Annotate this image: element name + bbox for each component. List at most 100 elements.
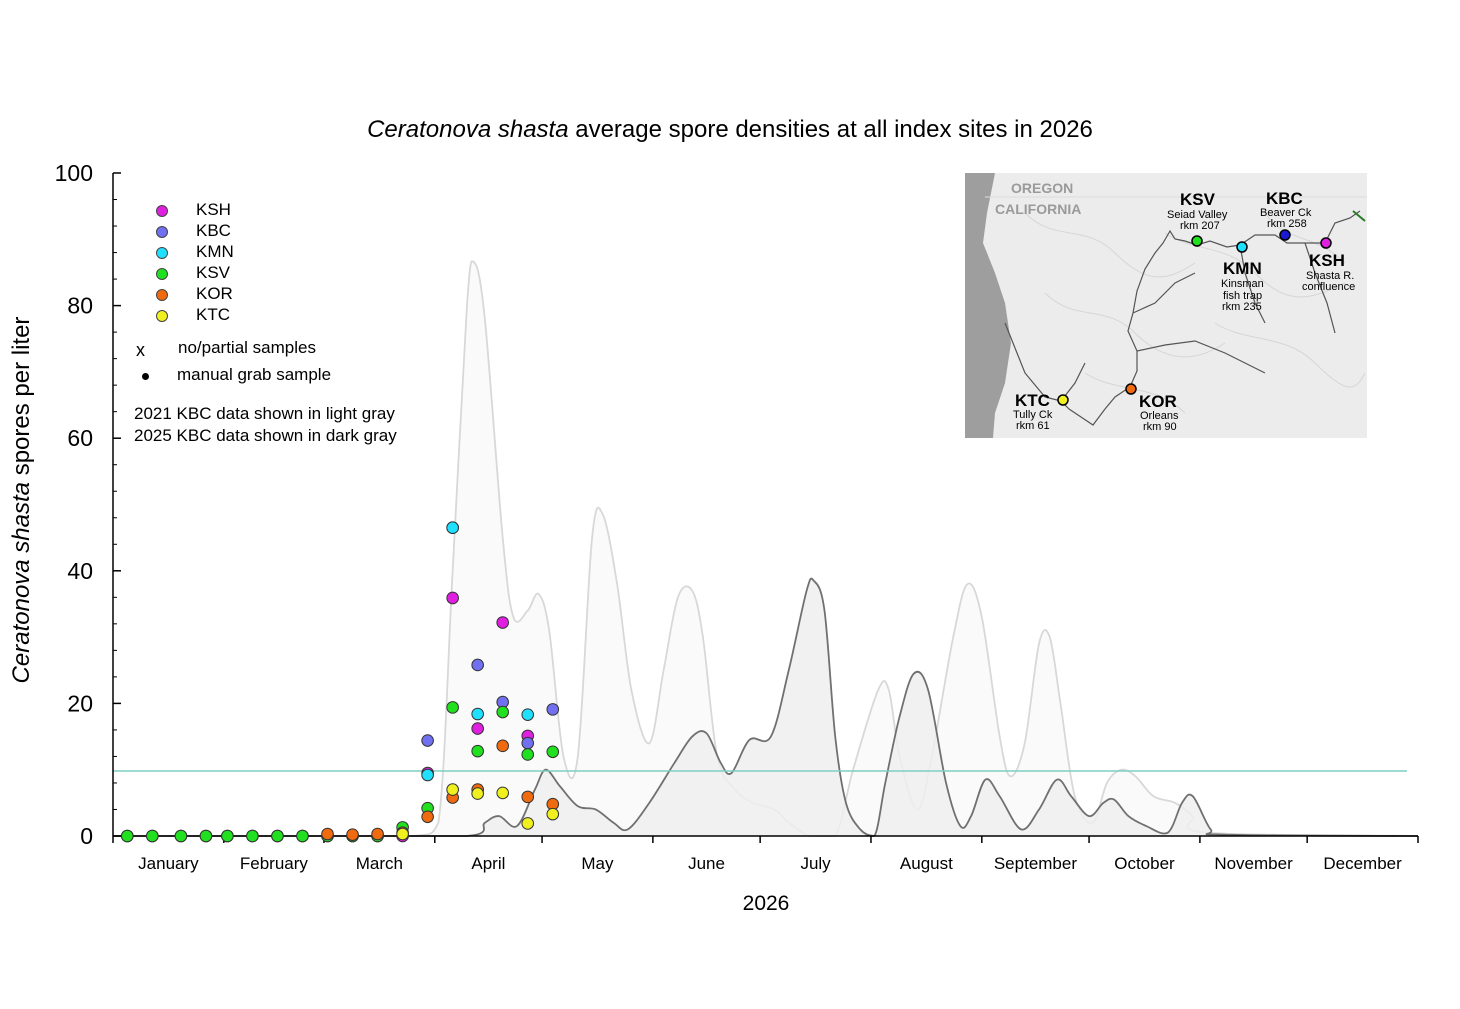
x-tick-label: August	[900, 854, 953, 873]
map-ktc-code: KTC	[1015, 391, 1050, 410]
point-kbc	[471, 658, 484, 672]
point-ksv	[496, 705, 510, 719]
point-kmn	[446, 521, 459, 535]
line-2025-kbc	[113, 577, 1419, 837]
point-ktc	[521, 817, 535, 830]
point-ksv	[271, 829, 284, 843]
point-ksv	[296, 829, 309, 843]
point-ktc	[471, 787, 484, 800]
y-tick-label: 20	[67, 690, 93, 716]
legend-marker-ksh	[156, 205, 168, 217]
x-tick-label: November	[1214, 854, 1293, 873]
map-ocean	[965, 173, 1011, 438]
x-tick-label: March	[356, 854, 403, 873]
point-ksv	[121, 829, 134, 843]
legend-marker-ktc	[156, 310, 168, 322]
map-land	[965, 173, 1367, 438]
map-rivers	[1004, 210, 1361, 426]
point-ksv	[221, 829, 234, 843]
point-kbc	[421, 734, 434, 747]
point-ksh	[446, 591, 459, 605]
map-ktc-name: Tully Ck	[1013, 409, 1053, 421]
y-tick-label: 0	[80, 823, 93, 849]
map-marker-ksv	[1191, 235, 1203, 247]
map-label-california: CALIFORNIA	[995, 201, 1081, 217]
x-tick-label: October	[1114, 854, 1175, 873]
map-marker-ksh	[1320, 237, 1332, 249]
point-ktc	[446, 783, 459, 796]
legend-label-kmn: KMN	[196, 242, 234, 261]
map-ksv-code: KSV	[1180, 190, 1216, 209]
x-tick-label: December	[1323, 854, 1402, 873]
x-tick-label: June	[688, 854, 725, 873]
legend-label-ksh: KSH	[196, 200, 231, 219]
y-tick-label: 100	[55, 160, 93, 186]
map-kmn-rkm: rkm 235	[1222, 301, 1262, 313]
point-ksv	[174, 829, 188, 843]
point-ktc	[396, 827, 409, 841]
point-kor	[496, 739, 510, 753]
y-tick-label: 60	[67, 425, 93, 451]
point-kor	[321, 827, 334, 841]
map-kmn-name2: fish trap	[1223, 290, 1262, 302]
map-label-oregon: OREGON	[1011, 180, 1073, 196]
y-tick-label: 80	[67, 293, 93, 319]
note-2021: 2021 KBC data shown in light gray	[134, 404, 395, 423]
legend-marker-kor	[156, 289, 168, 301]
site-map: OREGON CALIFORNIA KSV Seiad Valley rkm 2…	[965, 173, 1367, 438]
chart-title-italic: Ceratonova shasta	[367, 116, 569, 143]
legend-marker-kmn	[156, 247, 168, 259]
x-tick-label: May	[581, 854, 614, 873]
map-marker-kor	[1125, 383, 1137, 395]
y-tick-label: 40	[67, 558, 93, 584]
point-kmn	[471, 707, 484, 721]
chart-title: Ceratonova shasta average spore densitie…	[0, 116, 1460, 144]
map-ksh-name1: Shasta R.	[1306, 270, 1354, 282]
point-ktc	[546, 807, 560, 821]
point-kmn	[421, 768, 434, 782]
map-kor-code: KOR	[1139, 392, 1177, 411]
point-kbc	[521, 736, 535, 750]
point-kbc	[546, 703, 560, 716]
point-kor	[421, 810, 434, 824]
x-tick-label: April	[471, 854, 505, 873]
legend-grab-marker	[142, 373, 149, 380]
point-ksv	[521, 748, 535, 761]
point-ksv	[199, 829, 213, 843]
legend-label-ksv: KSV	[196, 263, 231, 282]
background-series-group	[113, 260, 1419, 837]
point-kor	[371, 827, 384, 841]
map-ksh-code: KSH	[1309, 251, 1345, 270]
y-axis-label-italic: Ceratonova shasta	[8, 481, 35, 684]
point-ktc	[496, 786, 510, 800]
point-kmn	[521, 708, 535, 721]
point-ksh	[496, 616, 510, 629]
y-axis-label-rest: spores per liter	[8, 316, 35, 482]
point-ksh	[471, 722, 484, 735]
map-kor-name: Orleans	[1140, 410, 1179, 422]
point-kor	[346, 828, 359, 841]
map-kmn-name1: Kinsman	[1221, 278, 1264, 290]
map-marker-ktc	[1057, 394, 1069, 406]
point-ksv	[446, 701, 459, 714]
point-kor	[521, 790, 535, 804]
map-marker-kmn	[1236, 241, 1248, 253]
x-tick-label: January	[138, 854, 199, 873]
x-tick-label: February	[240, 854, 309, 873]
map-kbc-name: Beaver Ck	[1260, 207, 1312, 219]
chart-title-rest: average spore densities at all index sit…	[568, 116, 1093, 143]
map-kmn-code: KMN	[1223, 259, 1262, 278]
legend-marker-ksv	[156, 268, 168, 280]
x-axis-label: 2026	[742, 892, 790, 915]
legend-x-label: no/partial samples	[178, 338, 316, 357]
map-ksv-rkm: rkm 207	[1180, 220, 1220, 232]
map-ksv-name: Seiad Valley	[1167, 209, 1228, 221]
point-ksv	[471, 744, 484, 758]
legend-label-kor: KOR	[196, 284, 233, 303]
point-ksv	[546, 745, 560, 759]
map-ktc-rkm: rkm 61	[1016, 420, 1050, 432]
note-2025: 2025 KBC data shown in dark gray	[134, 426, 397, 445]
map-ksh-name2: confluence	[1302, 281, 1355, 293]
legend-grab-label: manual grab sample	[177, 365, 332, 384]
